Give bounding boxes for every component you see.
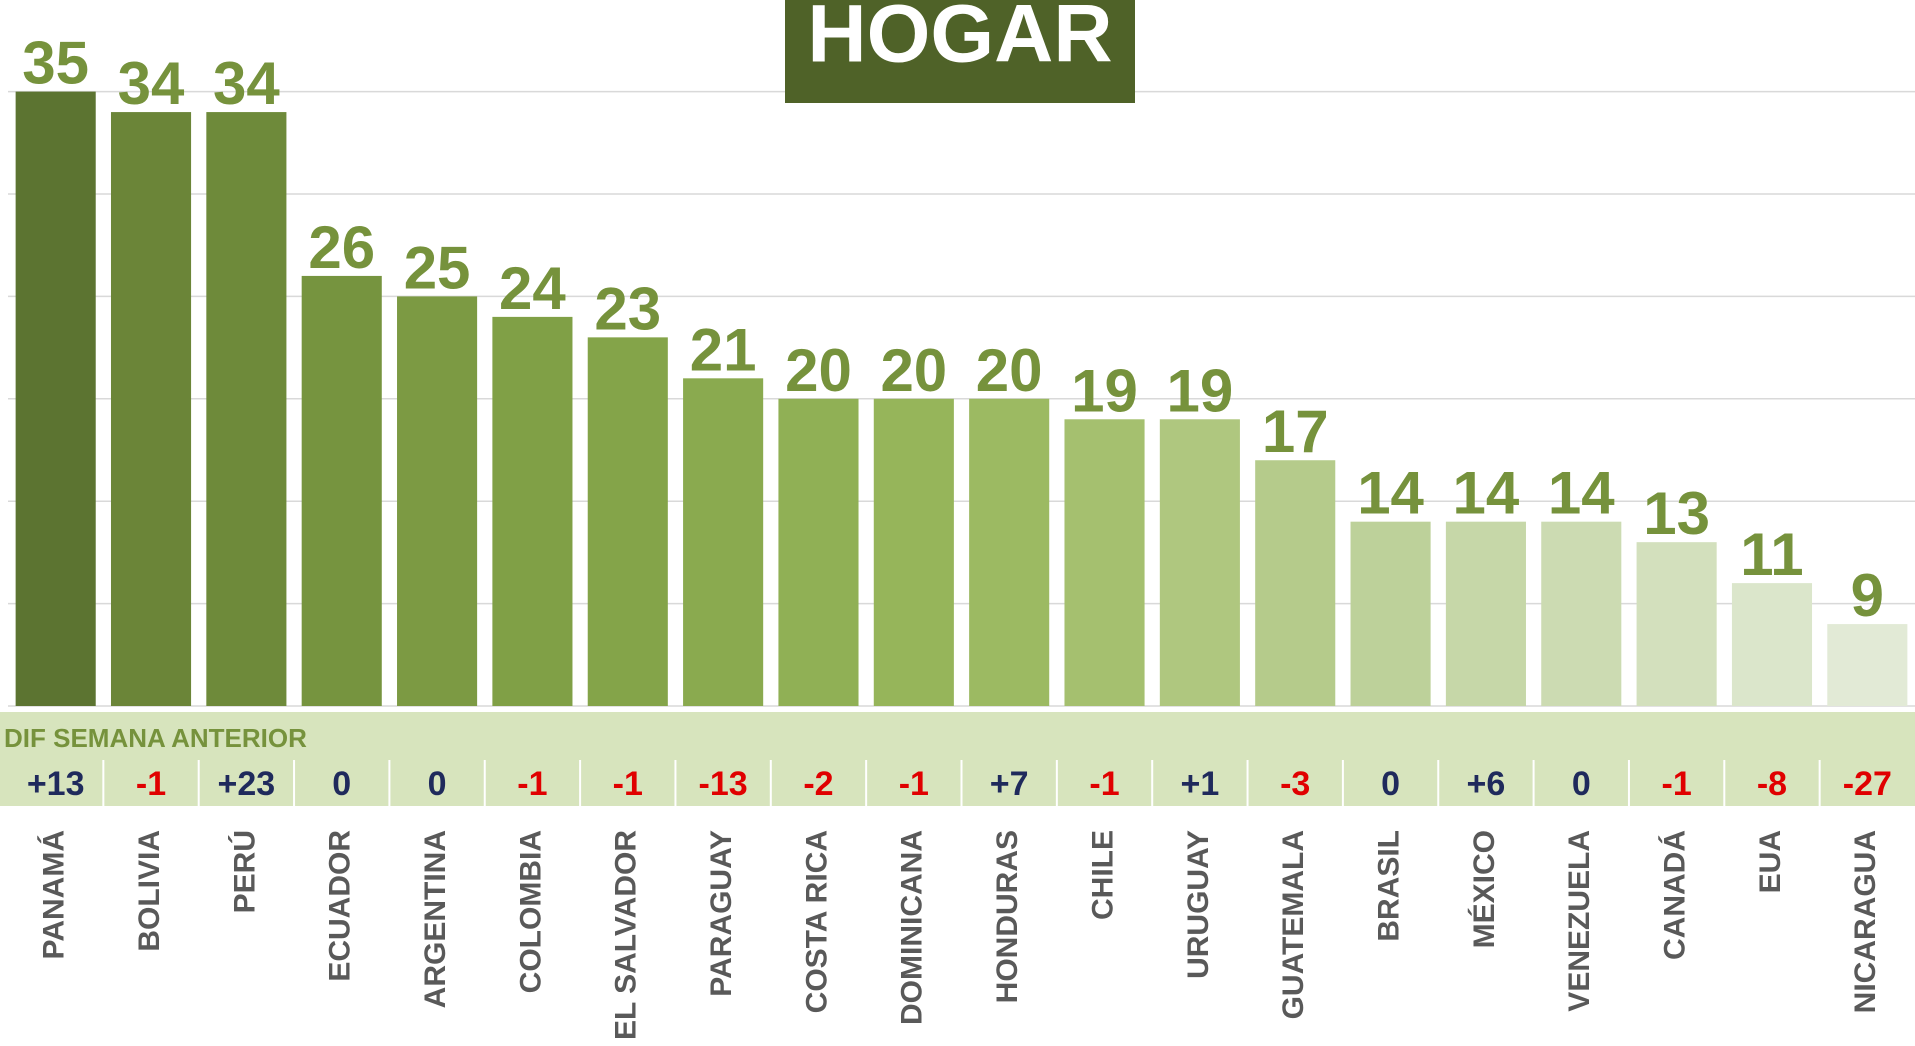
bar xyxy=(1541,521,1622,706)
diff-label: 0 xyxy=(428,765,447,803)
diff-label: -3 xyxy=(1280,765,1310,803)
diff-label: -1 xyxy=(517,765,547,803)
x-tick-label: URUGUAY xyxy=(1182,830,1215,979)
value-label: 14 xyxy=(1548,460,1615,527)
bar xyxy=(1064,419,1145,706)
x-tick-label: NICARAGUA xyxy=(1849,830,1882,1013)
diff-label: -1 xyxy=(1089,765,1119,803)
x-tick-label: BRASIL xyxy=(1372,830,1405,942)
diff-label: +13 xyxy=(27,765,85,803)
value-label: 25 xyxy=(404,234,471,301)
value-label: 26 xyxy=(308,214,375,281)
bar xyxy=(1445,521,1526,706)
diff-label: +6 xyxy=(1467,765,1506,803)
value-label: 24 xyxy=(499,255,566,322)
bar xyxy=(683,378,764,706)
diff-label: +7 xyxy=(990,765,1029,803)
value-label: 20 xyxy=(976,337,1043,404)
bar xyxy=(1255,460,1336,706)
x-tick-label: COSTA RICA xyxy=(800,830,833,1013)
bar xyxy=(1350,521,1431,706)
value-label: 14 xyxy=(1357,460,1424,527)
diff-label: -2 xyxy=(803,765,833,803)
x-tick-label: BOLIVIA xyxy=(133,830,166,952)
bar xyxy=(397,296,478,706)
bar xyxy=(1159,419,1240,706)
bar xyxy=(301,275,382,706)
x-tick-label: ARGENTINA xyxy=(419,830,452,1008)
x-tick-label: EL SALVADOR xyxy=(610,830,643,1040)
diff-label: 0 xyxy=(1572,765,1591,803)
diff-label: +1 xyxy=(1180,765,1219,803)
value-label: 23 xyxy=(594,275,661,342)
value-label: 20 xyxy=(785,337,852,404)
value-label: 34 xyxy=(118,50,185,117)
bar xyxy=(1827,624,1908,706)
value-label: 9 xyxy=(1851,562,1884,629)
bar xyxy=(1636,542,1717,706)
x-tick-label: CHILE xyxy=(1086,830,1119,920)
value-label: 19 xyxy=(1167,357,1234,424)
x-tick-label: ECUADOR xyxy=(324,830,357,982)
value-label: 17 xyxy=(1262,398,1329,465)
bar xyxy=(492,316,573,706)
diff-label: -8 xyxy=(1757,765,1787,803)
title-box xyxy=(785,0,1135,103)
bar xyxy=(587,337,668,706)
x-tick-label: PANAMÁ xyxy=(37,830,71,959)
value-label: 35 xyxy=(22,30,89,97)
bar xyxy=(778,398,859,706)
value-label: 21 xyxy=(690,316,757,383)
diff-label: -1 xyxy=(899,765,929,803)
diff-label: -13 xyxy=(699,765,748,803)
x-tick-label: COLOMBIA xyxy=(514,830,547,993)
x-tick-label: PARAGUAY xyxy=(705,830,738,997)
diff-label: -1 xyxy=(136,765,166,803)
diff-label: 0 xyxy=(1381,765,1400,803)
value-label: 14 xyxy=(1453,460,1520,527)
diff-label: 0 xyxy=(332,765,351,803)
diff-label: +23 xyxy=(218,765,276,803)
value-label: 34 xyxy=(213,50,280,117)
diff-label: -1 xyxy=(613,765,643,803)
bar xyxy=(110,112,192,706)
diff-label: -1 xyxy=(1662,765,1692,803)
bar xyxy=(1731,583,1813,706)
x-tick-label: CANADÁ xyxy=(1658,830,1692,960)
x-tick-label: GUATEMALA xyxy=(1277,830,1310,1019)
diff-title: DIF SEMANA ANTERIOR xyxy=(4,723,307,753)
x-tick-label: PERÚ xyxy=(227,830,261,913)
chart-title: HOGAR xyxy=(807,0,1112,80)
value-label: 20 xyxy=(880,337,947,404)
x-tick-label: EUA xyxy=(1754,830,1787,893)
x-tick-label: HONDURAS xyxy=(991,830,1024,1003)
bar xyxy=(206,112,287,706)
x-tick-label: VENEZUELA xyxy=(1563,830,1596,1012)
value-label: 13 xyxy=(1643,480,1710,547)
x-tick-label: MÉXICO xyxy=(1467,830,1501,948)
diff-band xyxy=(0,712,1915,806)
value-label: 11 xyxy=(1740,521,1803,588)
bar xyxy=(873,398,954,706)
bar xyxy=(969,398,1050,706)
value-label: 19 xyxy=(1071,357,1138,424)
diff-label: -27 xyxy=(1843,765,1892,803)
x-tick-label: DOMINICANA xyxy=(896,830,929,1025)
bar xyxy=(15,91,96,707)
